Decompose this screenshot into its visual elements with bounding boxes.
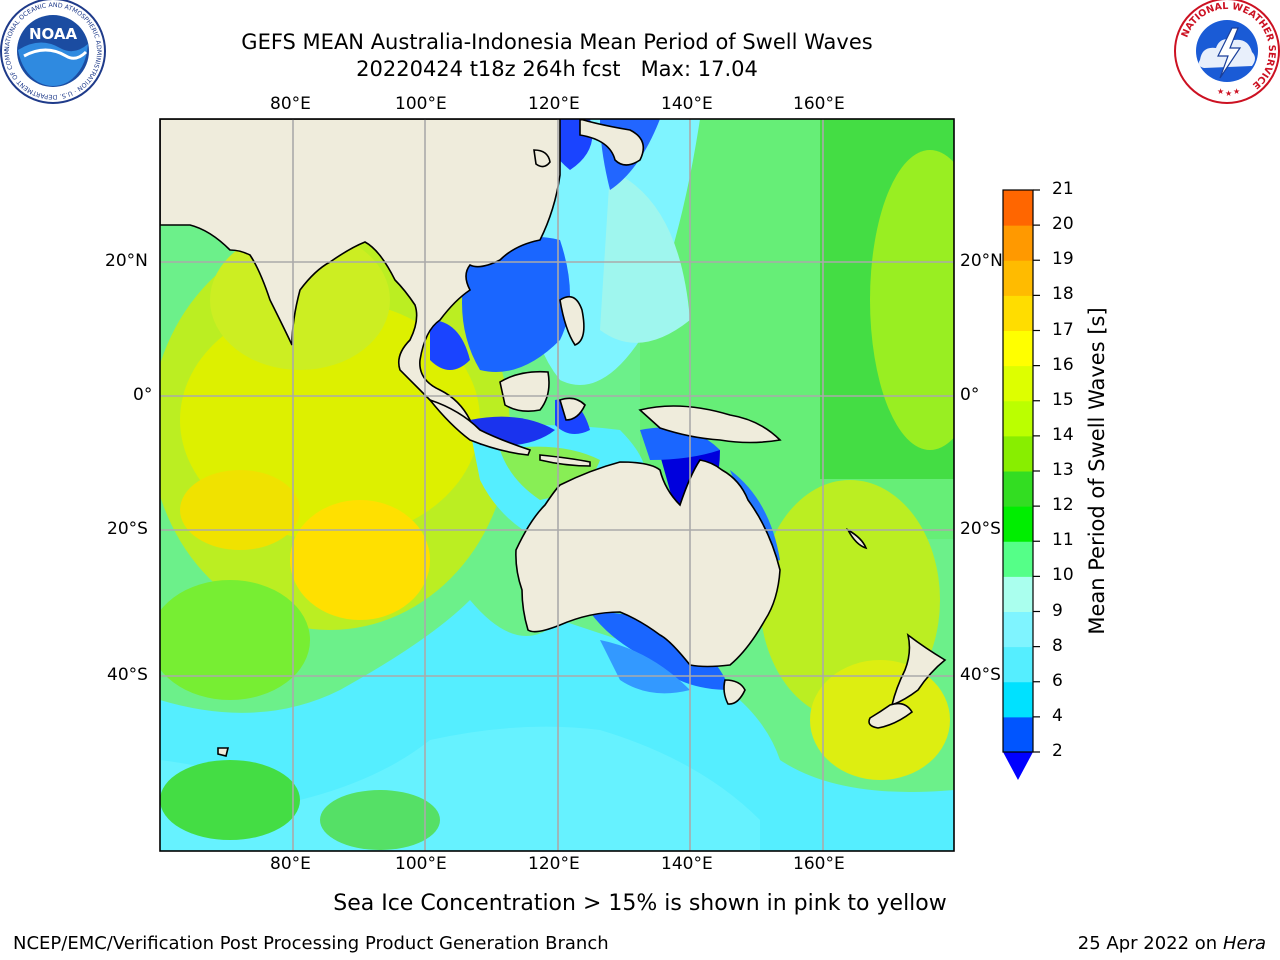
lon-label-bottom: 100°E <box>395 854 447 874</box>
graticule <box>160 119 954 851</box>
colorbar-segment <box>1003 646 1033 683</box>
colorbar-tick-label: 9 <box>1052 600 1063 621</box>
colorbar-tick-label: 15 <box>1052 389 1074 410</box>
landmasses <box>160 119 947 757</box>
colorbar-tick-label: 18 <box>1052 284 1074 305</box>
sumatra <box>427 398 532 456</box>
colorbar-tick-label: 20 <box>1052 214 1074 235</box>
colorbar-tick-label: 12 <box>1052 495 1074 516</box>
colorbar-segment <box>1003 681 1033 718</box>
lat-label-left: 20°N <box>105 251 148 271</box>
colorbar-segment <box>1003 541 1033 577</box>
map-subtitle: 20220424 t18z 264h fcst Max: 17.04 <box>356 57 758 81</box>
colorbar-segment <box>1003 611 1033 648</box>
colorbar-tick-label: 14 <box>1052 424 1074 445</box>
colorbar-label: Mean Period of Swell Waves [s] <box>1085 307 1109 635</box>
colorbar-segment <box>1003 471 1033 507</box>
lon-label-top: 80°E <box>270 94 311 114</box>
lon-label-bottom: 80°E <box>270 854 311 874</box>
kerguelen <box>217 747 230 757</box>
lat-label-right: 20°N <box>960 251 1003 271</box>
lat-label-right: 0° <box>960 385 980 405</box>
colorbar-segment <box>1003 190 1033 226</box>
lat-label-left: 0° <box>133 385 153 405</box>
lat-label-right: 40°S <box>960 665 1001 685</box>
colorbar-tick-label: 16 <box>1052 354 1074 375</box>
lon-label-top: 140°E <box>661 94 713 114</box>
australia <box>515 459 781 668</box>
colorbar-segment <box>1003 365 1033 402</box>
lon-label-bottom: 140°E <box>661 854 713 874</box>
nws-logo: NATIONAL WEATHER SERVICE ★ ★ ★ <box>1174 0 1280 104</box>
new-zealand-south <box>868 702 914 729</box>
colorbar-segment <box>1003 506 1033 542</box>
colorbar-tick-label: 17 <box>1052 319 1074 340</box>
noaa-logo: NATIONAL OCEANIC AND ATMOSPHERIC ADMINIS… <box>0 0 106 104</box>
colorbar-frame <box>1002 189 1034 753</box>
sulawesi <box>559 397 586 421</box>
lon-label-top: 120°E <box>528 94 580 114</box>
colorbar-segment <box>1003 716 1033 753</box>
footer-host: Hera <box>1222 933 1266 954</box>
colorbar-under-triangle <box>1003 752 1033 780</box>
lon-label-top: 100°E <box>395 94 447 114</box>
colorbar-segment <box>1003 435 1033 472</box>
lon-label-top: 160°E <box>793 94 845 114</box>
new-caledonia <box>845 527 868 550</box>
lon-label-bottom: 160°E <box>793 854 845 874</box>
sea-ice-caption: Sea Ice Concentration > 15% is shown in … <box>333 891 947 916</box>
colorbar-segment <box>1003 576 1033 612</box>
colorbar-tick-label: 8 <box>1052 635 1063 656</box>
colorbar-tick-label: 2 <box>1052 741 1063 761</box>
svg-text:★: ★ <box>1233 87 1240 96</box>
footer-left: NCEP/EMC/Verification Post Processing Pr… <box>13 933 609 954</box>
colorbar-segment <box>1003 225 1033 261</box>
japan-korea <box>579 119 645 166</box>
colorbar-tick-label: 19 <box>1052 249 1074 270</box>
philippines <box>559 295 585 346</box>
noaa-logo-text: NOAA <box>29 25 78 43</box>
colorbar-tick-label: 10 <box>1052 565 1074 586</box>
colorbar-tick-label: 6 <box>1052 670 1063 691</box>
tasmania <box>723 679 746 705</box>
colorbar-tick-label: 11 <box>1052 530 1074 551</box>
map-title: GEFS MEAN Australia-Indonesia Mean Perio… <box>241 30 873 54</box>
colorbar-segment <box>1003 260 1033 296</box>
new-guinea <box>638 405 782 444</box>
lon-label-bottom: 120°E <box>528 854 580 874</box>
new-zealand-north <box>890 633 947 707</box>
colorbar-segment <box>1003 295 1033 331</box>
lat-label-left: 20°S <box>107 519 148 539</box>
java <box>539 454 591 467</box>
svg-text:★: ★ <box>1217 87 1224 96</box>
map-frame <box>159 118 955 852</box>
colorbar-tick-label: 4 <box>1052 705 1063 726</box>
borneo <box>499 370 550 412</box>
colorbar-tick-label: 13 <box>1052 460 1074 480</box>
footer-right: 25 Apr 2022 on Hera <box>1078 933 1266 954</box>
taiwan <box>533 149 551 168</box>
colorbar-segment <box>1003 400 1033 437</box>
colorbar-tick-label: 21 <box>1052 179 1074 199</box>
svg-text:★: ★ <box>1225 89 1232 98</box>
colorbar <box>1002 189 1040 780</box>
lat-label-right: 20°S <box>960 519 1001 539</box>
footer-date: 25 Apr 2022 on <box>1077 933 1223 954</box>
asia-mainland <box>160 119 561 425</box>
colorbar-segment <box>1003 330 1033 367</box>
lat-label-left: 40°S <box>107 665 148 685</box>
